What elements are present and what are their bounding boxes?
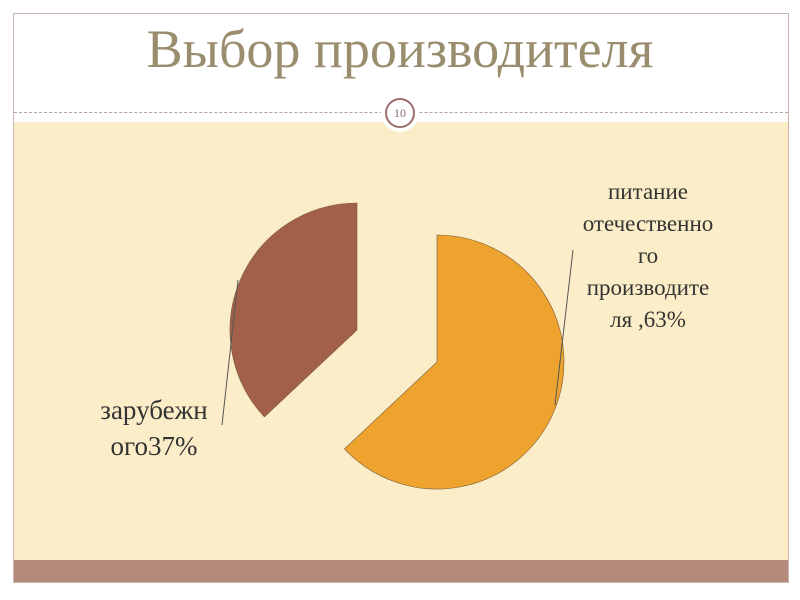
label-line: отечественно xyxy=(582,211,714,236)
pie-slice xyxy=(343,234,565,490)
label-domestic: питание отечественно го производите ля ,… xyxy=(566,176,730,336)
pie-slice xyxy=(229,202,358,418)
slide-title: Выбор производителя xyxy=(146,19,654,79)
label-line: производите xyxy=(586,275,710,300)
label-line: зарубежн xyxy=(100,395,208,425)
leader-line xyxy=(221,279,239,426)
page-number: 10 xyxy=(385,98,415,128)
label-foreign: зарубежн ого37% xyxy=(76,392,232,464)
content-area xyxy=(14,122,788,560)
label-line: го xyxy=(637,243,659,268)
label-line: питание xyxy=(608,179,688,204)
label-line: ого37% xyxy=(110,431,198,461)
leader-line xyxy=(554,249,574,406)
label-line: ля ,63% xyxy=(610,307,686,332)
footer-stripe xyxy=(14,560,788,582)
